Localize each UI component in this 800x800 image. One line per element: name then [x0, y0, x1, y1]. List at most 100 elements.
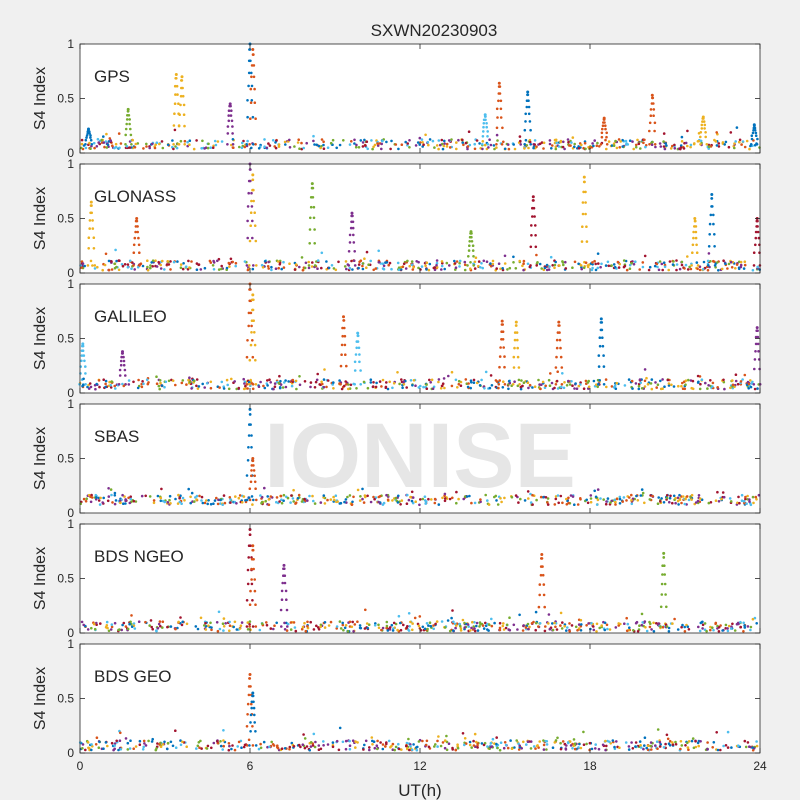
- scatter-point: [481, 266, 485, 270]
- y-axis-label: S4 Index: [32, 187, 49, 250]
- peak-point: [558, 324, 561, 327]
- scatter-point: [146, 259, 149, 263]
- y-tick-label: 1: [67, 517, 74, 531]
- peak-point: [601, 336, 604, 340]
- scatter-point: [199, 268, 203, 271]
- scatter-point: [249, 628, 252, 632]
- scatter-point: [246, 621, 250, 624]
- peak-point: [537, 625, 540, 628]
- scatter-point: [412, 743, 415, 746]
- scatter-point: [187, 378, 190, 382]
- scatter-point: [726, 267, 729, 270]
- scatter-point: [197, 741, 201, 744]
- scatter-point: [596, 266, 600, 270]
- scatter-point: [655, 262, 659, 266]
- scatter-point: [263, 260, 267, 263]
- peak-point: [119, 359, 123, 363]
- scatter-point: [594, 495, 598, 499]
- scatter-point: [727, 624, 731, 628]
- peak-max-point: [500, 319, 504, 323]
- scatter-point: [435, 266, 439, 269]
- peak-point: [125, 118, 129, 121]
- scatter-point: [630, 499, 633, 502]
- scatter-point: [275, 500, 278, 504]
- peak-point: [251, 219, 254, 223]
- scatter-point: [263, 486, 266, 490]
- scatter-point: [506, 746, 510, 750]
- scatter-point: [201, 139, 204, 143]
- scatter-point: [455, 490, 458, 494]
- scatter-point: [623, 622, 626, 625]
- peak-point: [757, 236, 761, 240]
- scatter-point: [492, 144, 496, 147]
- scatter-point: [543, 266, 547, 270]
- plot-area: [80, 284, 760, 393]
- scatter-point: [109, 628, 113, 631]
- scatter-point: [433, 497, 437, 501]
- peak-point: [250, 191, 253, 195]
- peak-point: [499, 116, 503, 119]
- scatter-point: [632, 629, 635, 632]
- peak-point: [226, 125, 230, 128]
- peak-point: [754, 230, 758, 234]
- scatter-point: [293, 268, 297, 271]
- scatter-point: [690, 386, 693, 390]
- peak-point: [702, 120, 706, 123]
- scatter-point: [228, 265, 231, 268]
- peak-point: [250, 582, 254, 586]
- scatter-point: [366, 626, 370, 630]
- scatter-point: [698, 387, 702, 391]
- scatter-point: [668, 739, 672, 743]
- scatter-point: [443, 492, 447, 496]
- peak-point: [602, 383, 606, 386]
- scatter-point: [335, 625, 339, 628]
- scatter-point: [347, 383, 350, 386]
- scatter-point: [441, 147, 445, 151]
- peak-point: [247, 446, 250, 449]
- peak-point: [653, 121, 657, 125]
- scatter-point: [535, 621, 538, 625]
- scatter-point: [326, 379, 330, 382]
- scatter-point: [549, 255, 553, 259]
- scatter-point: [530, 622, 534, 625]
- peak-point: [705, 143, 709, 146]
- scatter-point: [126, 266, 130, 269]
- scatter-point: [210, 628, 213, 632]
- scatter-point: [568, 740, 572, 743]
- scatter-point: [742, 621, 745, 625]
- scatter-point: [598, 626, 601, 630]
- scatter-point: [544, 496, 548, 499]
- scatter-point: [522, 262, 525, 266]
- scatter-point: [447, 742, 451, 745]
- peak-point: [485, 122, 488, 125]
- scatter-point: [634, 741, 638, 744]
- peak-point: [555, 355, 558, 359]
- scatter-point: [466, 145, 470, 148]
- scatter-point: [639, 744, 642, 747]
- scatter-point: [303, 621, 306, 625]
- scatter-point: [680, 384, 683, 388]
- scatter-point: [743, 624, 746, 627]
- scatter-point: [114, 142, 118, 146]
- scatter-point: [451, 609, 454, 612]
- scatter-point: [385, 261, 389, 264]
- scatter-point: [240, 746, 243, 749]
- scatter-point: [113, 747, 116, 751]
- peak-point: [252, 700, 255, 704]
- scatter-point: [618, 146, 622, 149]
- scatter-point: [361, 487, 364, 491]
- peak-point: [247, 434, 251, 437]
- peak-point: [251, 308, 255, 312]
- peak-point: [249, 224, 252, 227]
- scatter-point: [155, 141, 159, 144]
- scatter-point: [448, 264, 451, 267]
- scatter-point: [479, 500, 482, 504]
- scatter-point: [526, 490, 530, 493]
- scatter-point: [159, 381, 162, 385]
- peak-point: [704, 131, 707, 134]
- scatter-point: [662, 140, 665, 143]
- peak-point: [713, 233, 716, 236]
- peak-point: [524, 112, 527, 116]
